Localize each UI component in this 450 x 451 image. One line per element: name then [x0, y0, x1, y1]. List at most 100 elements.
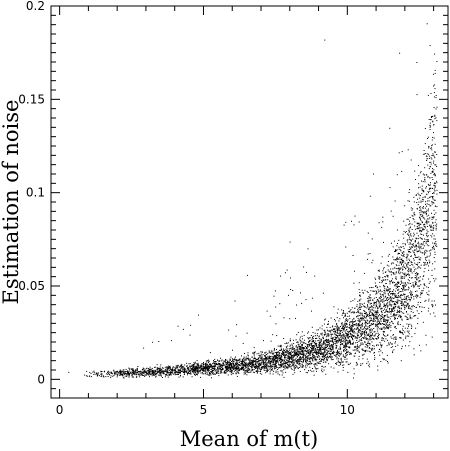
- data-point: [376, 344, 378, 346]
- data-point: [355, 324, 357, 326]
- data-point: [131, 376, 133, 378]
- data-point: [229, 362, 231, 364]
- data-point: [401, 312, 403, 314]
- data-point: [300, 346, 301, 348]
- data-point: [364, 315, 365, 317]
- data-point: [357, 349, 359, 351]
- data-point: [406, 264, 408, 266]
- data-point: [424, 223, 426, 225]
- data-point: [252, 362, 253, 364]
- data-point: [313, 374, 315, 376]
- data-point: [313, 357, 314, 359]
- data-point: [313, 348, 315, 350]
- data-point: [429, 225, 431, 227]
- data-point: [294, 359, 296, 360]
- data-point: [424, 128, 426, 129]
- data-point: [307, 337, 309, 339]
- data-point: [395, 318, 396, 319]
- data-point: [295, 366, 297, 368]
- data-point: [147, 373, 149, 374]
- data-point: [411, 291, 413, 293]
- data-point: [350, 343, 352, 344]
- data-point: [375, 314, 377, 316]
- data-point: [197, 364, 199, 366]
- data-point: [263, 367, 265, 369]
- data-point: [213, 367, 215, 369]
- data-point: [343, 335, 345, 337]
- data-point: [132, 368, 134, 370]
- data-point: [255, 367, 257, 369]
- data-point: [372, 299, 374, 301]
- data-point: [312, 368, 313, 369]
- data-point: [296, 354, 298, 355]
- data-point: [433, 238, 435, 240]
- data-point: [324, 350, 326, 352]
- data-point: [412, 258, 414, 260]
- data-point: [121, 370, 123, 372]
- data-point: [419, 250, 421, 252]
- data-point: [358, 325, 360, 327]
- data-point: [135, 369, 137, 371]
- data-point: [262, 367, 264, 369]
- data-point: [359, 339, 361, 341]
- data-point: [186, 366, 188, 368]
- data-point: [346, 335, 348, 337]
- data-point: [189, 367, 191, 369]
- data-point: [137, 371, 139, 373]
- data-point: [402, 243, 404, 245]
- data-point: [370, 315, 371, 317]
- data-point: [424, 250, 426, 252]
- data-point: [229, 363, 231, 365]
- data-point: [345, 354, 347, 356]
- data-point: [260, 358, 262, 360]
- data-point: [401, 304, 403, 306]
- data-point: [260, 354, 262, 356]
- data-point: [366, 319, 368, 321]
- data-point: [413, 211, 415, 213]
- data-point: [419, 210, 421, 211]
- data-point: [408, 335, 410, 337]
- data-point: [339, 353, 341, 355]
- data-point: [288, 351, 290, 353]
- data-point: [303, 342, 305, 344]
- data-point: [387, 299, 388, 301]
- data-point: [329, 351, 331, 352]
- data-point: [336, 354, 338, 356]
- data-point: [275, 361, 277, 363]
- data-point: [355, 329, 357, 330]
- data-point: [421, 180, 422, 182]
- data-point: [365, 350, 367, 351]
- data-point: [302, 361, 304, 363]
- data-point: [375, 325, 376, 327]
- data-point: [396, 314, 398, 316]
- data-point: [408, 345, 410, 347]
- data-point: [141, 371, 143, 373]
- data-point: [327, 342, 329, 344]
- data-point: [231, 358, 233, 360]
- data-point: [398, 264, 400, 266]
- data-point: [391, 304, 393, 306]
- data-point: [205, 366, 207, 368]
- data-point: [234, 366, 236, 368]
- data-point: [309, 352, 311, 354]
- data-point: [236, 368, 238, 370]
- data-point: [226, 368, 228, 370]
- data-point: [139, 372, 141, 374]
- data-point: [341, 337, 343, 339]
- data-point: [391, 292, 393, 294]
- data-point: [379, 341, 381, 343]
- data-point: [311, 349, 313, 351]
- data-point: [331, 339, 333, 341]
- data-point: [310, 369, 312, 371]
- data-point: [403, 237, 405, 239]
- data-point: [377, 332, 379, 334]
- data-point: [309, 340, 311, 341]
- data-point: [334, 338, 336, 340]
- data-point: [276, 357, 278, 359]
- data-point: [412, 215, 414, 217]
- data-point: [310, 357, 312, 359]
- data-point: [319, 347, 321, 349]
- data-point: [170, 374, 172, 376]
- data-point: [415, 284, 417, 286]
- data-point: [114, 373, 116, 375]
